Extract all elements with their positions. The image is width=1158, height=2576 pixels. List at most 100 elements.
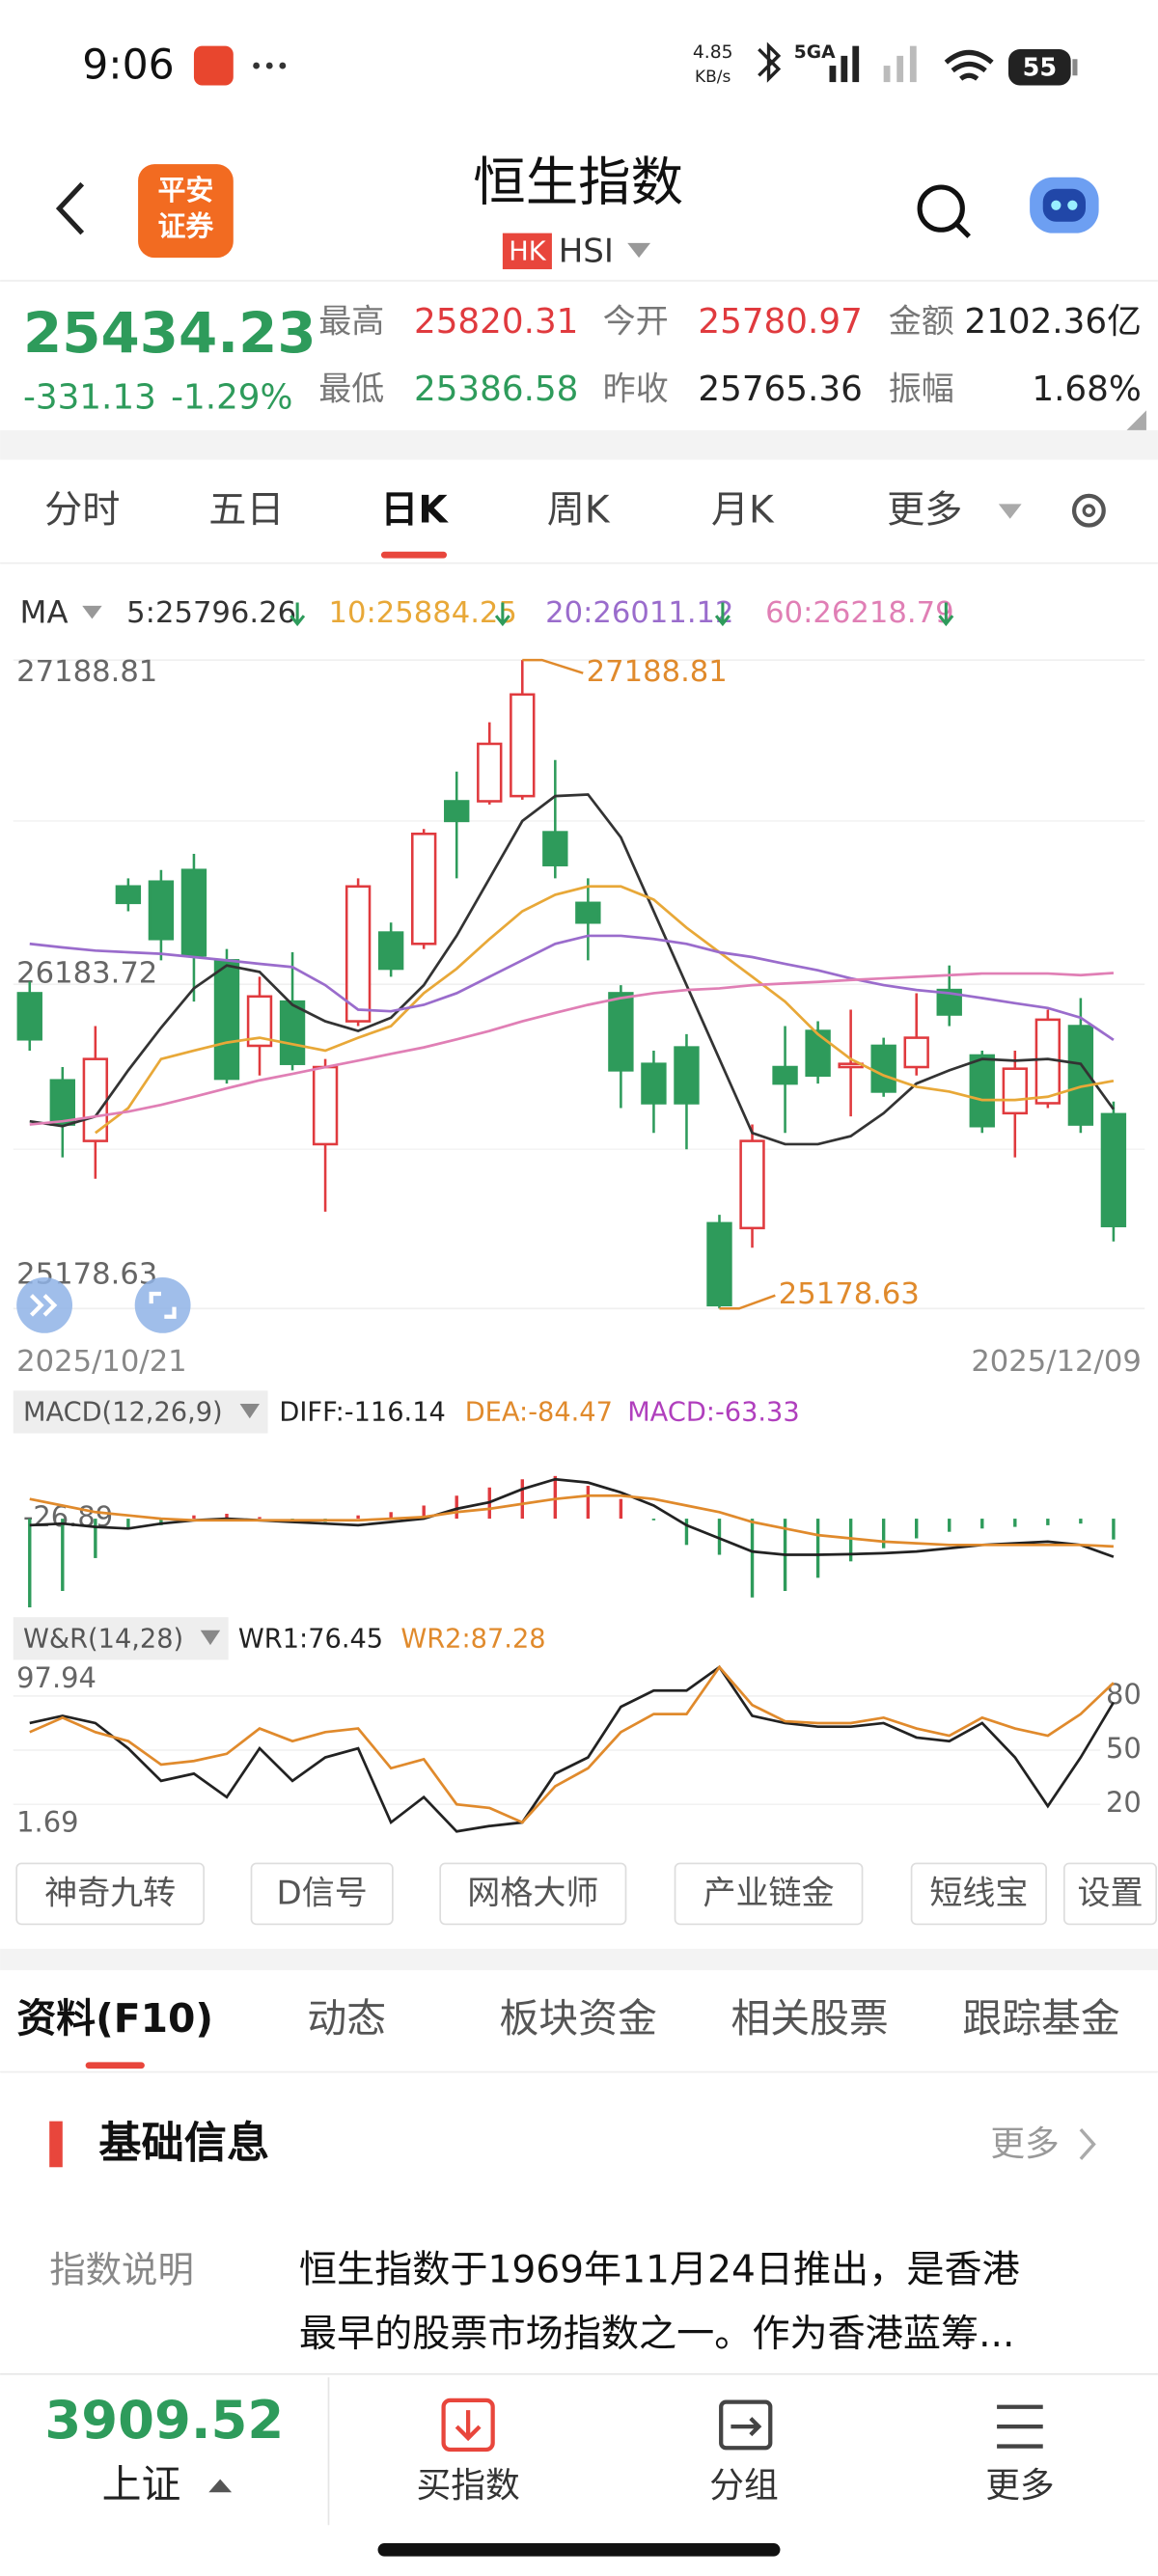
info-text: 最早的股票市场指数之一。作为香港蓝筹... [299, 2313, 1015, 2356]
tool-button[interactable] [15, 1862, 206, 1926]
logo-text: 平安 [158, 174, 214, 206]
tool-button[interactable] [439, 1862, 627, 1926]
info-tab[interactable]: 相关股票 [731, 1995, 888, 2042]
info-tab[interactable]: 动态 [307, 1995, 386, 2042]
period-tab[interactable]: 月K [711, 488, 775, 532]
dropdown[interactable] [998, 504, 1022, 519]
candle-body [903, 1036, 929, 1069]
change-pct: -1.29% [171, 378, 292, 418]
change: -331.13 [23, 378, 156, 418]
candle-body [246, 995, 273, 1048]
code: HSI [559, 233, 614, 271]
period-tab[interactable]: 更多 [887, 488, 962, 532]
market: HK [509, 237, 546, 267]
settings-button[interactable] [1071, 493, 1106, 528]
period-tab[interactable]: 分时 [44, 488, 120, 532]
candle-body [870, 1044, 896, 1093]
index-name[interactable]: 上证 [102, 2461, 181, 2507]
candle-body [312, 1065, 339, 1146]
net-speed: 4.85 [693, 42, 733, 63]
tab-underline [85, 2062, 145, 2069]
info-tab[interactable]: 板块资金 [499, 1995, 656, 2042]
more-link[interactable]: 更多 [990, 2124, 1059, 2164]
candle-body [1100, 1112, 1127, 1228]
candle-body [148, 880, 175, 941]
candle-body [510, 693, 536, 798]
eye [1067, 200, 1078, 210]
field-label: 今开 [603, 303, 669, 342]
eye [1051, 200, 1062, 210]
action-label[interactable]: 分组 [709, 2466, 778, 2506]
wr-selector[interactable] [13, 1617, 229, 1660]
field-value: 2102.36亿 [964, 302, 1141, 342]
info-tab[interactable]: 资料(F10) [16, 1995, 213, 2042]
expand-button[interactable] [16, 1276, 73, 1333]
down-arrow [938, 602, 954, 627]
info-label: 指数说明 [49, 2249, 194, 2291]
back-button[interactable] [55, 181, 85, 235]
wr2-line [29, 1664, 1115, 1824]
candle-body [739, 1139, 765, 1230]
wr1-line [29, 1665, 1116, 1833]
macd-legend: DEA:-84.47 [465, 1398, 613, 1428]
dropdown [239, 1403, 261, 1419]
signal [883, 66, 891, 83]
period-tab[interactable]: 周K [547, 488, 611, 532]
tool-buttons: 神奇九转 D信号 网格大师 产业链金 短线宝 设置 [15, 1862, 1158, 1926]
tool-button[interactable] [250, 1862, 394, 1926]
field-label: 最高 [318, 303, 384, 342]
period-tab[interactable]: 五日 [208, 488, 284, 532]
ma-line [29, 793, 1116, 1146]
action-label[interactable]: 更多 [985, 2466, 1054, 2506]
candle-body [279, 1000, 306, 1065]
tool-button[interactable] [674, 1862, 864, 1926]
fullscreen-button[interactable] [134, 1276, 191, 1333]
search-handle [955, 223, 971, 238]
candle-body [213, 959, 240, 1081]
chevron [1079, 2128, 1096, 2160]
buy-arrow [455, 2410, 482, 2442]
section-title: 基础信息 [98, 2119, 269, 2168]
tool-button[interactable] [910, 1862, 1047, 1926]
candle-body [115, 885, 142, 905]
info-tab[interactable]: 跟踪基金 [962, 1995, 1119, 2042]
action-label[interactable]: 买指数 [417, 2466, 520, 2506]
expand-corner[interactable] [1126, 410, 1146, 430]
wr-tick-label: 50 [1106, 1732, 1142, 1765]
candle-body [82, 1057, 109, 1142]
down-arrow [290, 602, 306, 627]
signal [829, 66, 837, 83]
app-icon [193, 45, 234, 86]
macd-title: MACD(12,26,9) [23, 1398, 223, 1428]
candle-body [608, 992, 634, 1072]
search-button[interactable] [917, 184, 965, 233]
macd-selector[interactable] [13, 1390, 268, 1434]
period-tab[interactable]: 日K [380, 488, 449, 532]
wr-tick-label: 20 [1106, 1786, 1142, 1819]
dropdown[interactable] [82, 605, 102, 619]
info-text: 恒生指数于1969年11月24日推出，是香港 [299, 2249, 1020, 2292]
dot [279, 62, 287, 69]
signal [909, 45, 917, 83]
tool-label: 短线宝 [929, 1874, 1028, 1912]
candle-body [674, 1046, 700, 1105]
ma-legend: 10:25884.25 [328, 596, 516, 630]
bluetooth-icon [758, 41, 782, 83]
battery-tip [1072, 59, 1078, 76]
candle-body [706, 1221, 732, 1307]
field-value: 25765.36 [698, 370, 862, 409]
separator [0, 429, 1158, 460]
wr-max-label: 97.94 [16, 1661, 96, 1694]
candle-body [444, 800, 470, 823]
more-icon [997, 2404, 1043, 2449]
candle-body [936, 988, 962, 1016]
x-tick-label: 2025/10/21 [16, 1345, 187, 1379]
signal [896, 55, 904, 83]
candle-body [772, 1065, 798, 1085]
y-tick-label: 27188.81 [16, 655, 157, 689]
low-pointer [719, 1294, 776, 1310]
dropdown[interactable] [627, 242, 651, 259]
wr-min-label: 1.69 [16, 1806, 78, 1839]
tool-button[interactable] [1063, 1862, 1158, 1926]
